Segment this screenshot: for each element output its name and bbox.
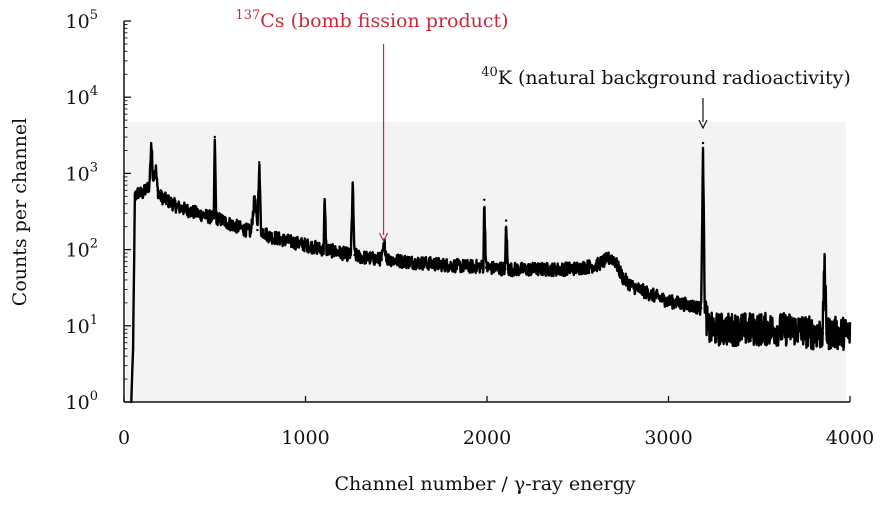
spectrum-point-33: [358, 255, 362, 259]
x-tick-label-2: 2000: [463, 427, 511, 449]
spectrum-point-3: [137, 191, 140, 194]
spectrum-layer: [130, 135, 852, 404]
spectrum-point-22: [259, 228, 263, 232]
spectrum-point-9: [154, 166, 157, 169]
spectrum-point-2: [133, 195, 137, 198]
spectrum-point-36: [383, 242, 386, 245]
spectrum-point-38: [395, 259, 398, 262]
spectrum-point-44: [483, 198, 486, 201]
spectrum-point-48: [506, 268, 510, 271]
x-tick-label-3: 3000: [644, 427, 692, 449]
spectrum-point-73: [825, 332, 828, 335]
spectrum-point-54: [609, 256, 612, 259]
spectrum-point-74: [839, 332, 843, 335]
spectrum-point-67: [758, 328, 761, 331]
spectrum-point-17: [231, 223, 235, 227]
annotation-arrow-head-1: [698, 119, 708, 130]
spectrum-point-59: [667, 300, 670, 303]
spectrum-point-45: [484, 266, 488, 269]
spectrum-point-25: [304, 243, 307, 247]
spectrum-point-63: [703, 307, 706, 310]
spectrum-point-27: [323, 197, 326, 201]
spectrum-point-42: [467, 265, 470, 268]
spectrum-point-26: [322, 248, 325, 251]
spectrum-point-47: [504, 219, 508, 222]
y-axis-title: Counts per channel: [9, 118, 31, 306]
spectrum-point-5: [144, 189, 147, 192]
spectrum-point-58: [649, 293, 652, 296]
spectrum-point-23: [268, 235, 271, 238]
spectrum-point-13: [195, 212, 198, 215]
spectrum-point-65: [721, 328, 725, 331]
spectrum-line-0: [130, 138, 852, 403]
spectrum-point-19: [253, 195, 256, 198]
spectrum-point-10: [156, 189, 159, 192]
x-axis-ticks: 0 1000 2000 3000 4000: [118, 396, 874, 449]
spectrum-point-41: [449, 264, 452, 267]
spectrum-point-51: [558, 268, 561, 271]
spectrum-point-37: [386, 257, 389, 261]
spectrum-point-56: [621, 277, 625, 280]
spectrum-point-15: [213, 135, 216, 139]
spectrum-point-8: [151, 175, 155, 179]
spectrum-point-66: [739, 328, 743, 331]
spectrum-point-40: [431, 262, 434, 266]
spectrum-point-7: [150, 141, 153, 145]
y-axis-ticks: 100 101 102 103 104 105: [66, 8, 131, 414]
annotation-label-1: 40K (natural background radioactivity): [481, 65, 851, 89]
y-tick-label-3: 103: [66, 160, 98, 185]
annotation-arrow-head-0: [379, 232, 389, 243]
x-tick-label-0: 0: [118, 427, 130, 449]
spectrum-point-57: [631, 285, 634, 288]
y-tick-label-5: 105: [66, 8, 98, 33]
spectrum-point-61: [700, 307, 703, 310]
spectrum-point-32: [353, 253, 356, 257]
spectrum-point-16: [215, 216, 218, 220]
spectrum-point-14: [212, 216, 215, 220]
spectrum-point-70: [812, 332, 815, 335]
spectrum-point-29: [340, 251, 343, 255]
spectrum-point-6: [148, 184, 151, 187]
spectrum-point-60: [685, 303, 688, 306]
spectrum-point-34: [375, 257, 378, 261]
spectrum-point-30: [349, 253, 353, 257]
spectrum-point-72: [823, 255, 826, 259]
spectrum-point-53: [594, 264, 598, 267]
spectrum-point-62: [701, 141, 705, 145]
x-tick-label-4: 4000: [826, 427, 874, 449]
spectrum-point-35: [380, 257, 383, 261]
spectrum-point-4: [141, 192, 144, 195]
spectrum-point-28: [325, 248, 328, 251]
spectrum-point-18: [249, 230, 253, 234]
y-tick-label-0: 100: [66, 389, 98, 414]
spectrum-point-43: [482, 265, 485, 268]
spectrum-point-55: [612, 257, 616, 261]
annotations: 137Cs (bomb fission product) 40K (natural…: [235, 8, 851, 243]
spectrum-point-20: [256, 228, 259, 232]
x-axis-title: Channel number / γ-ray energy: [334, 473, 635, 495]
annotation-label-0: 137Cs (bomb fission product): [235, 8, 508, 32]
spectrum-point-49: [522, 268, 525, 271]
spectrum-point-12: [177, 206, 180, 209]
spectrum-point-68: [776, 328, 779, 331]
spectrum-point-24: [286, 239, 289, 243]
spectrum-point-52: [576, 267, 579, 270]
spectrum-point-21: [258, 161, 261, 164]
y-tick-label-2: 102: [66, 237, 98, 262]
spectrum-point-75: [848, 332, 852, 335]
spectrum-point-46: [504, 267, 507, 270]
y-tick-label-1: 101: [66, 313, 98, 338]
spectrum-point-1: [131, 347, 135, 350]
spectrum-point-50: [540, 268, 543, 271]
spectrum-point-31: [351, 184, 354, 187]
spectrum-point-11: [159, 195, 162, 198]
spectrum-point-64: [707, 328, 710, 331]
y-tick-label-4: 104: [66, 84, 98, 109]
spectrum-point-71: [821, 332, 824, 335]
spectrum-point-39: [413, 261, 416, 264]
spectrum-point-69: [794, 328, 797, 331]
x-tick-label-1: 1000: [281, 427, 329, 449]
